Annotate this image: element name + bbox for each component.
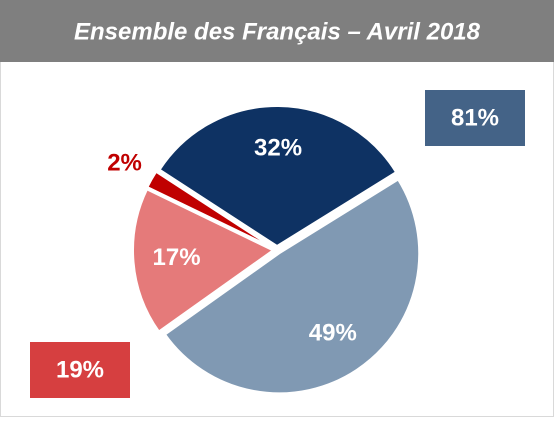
data-label: 49% [309, 319, 357, 346]
data-label: 2% [107, 149, 142, 176]
title-bar [0, 0, 554, 62]
data-label: 17% [153, 244, 201, 271]
summary-box [425, 90, 525, 146]
chart-title: Ensemble des Français – Avril 2018 [74, 18, 481, 45]
pie-slice [132, 188, 275, 333]
pie-slice [163, 178, 421, 395]
summary-box [30, 342, 130, 398]
summary-label: 81% [451, 104, 499, 131]
data-label: 32% [254, 135, 302, 162]
summary-label: 19% [56, 356, 104, 383]
pie-slice [158, 105, 398, 248]
pie-slice [146, 170, 275, 249]
